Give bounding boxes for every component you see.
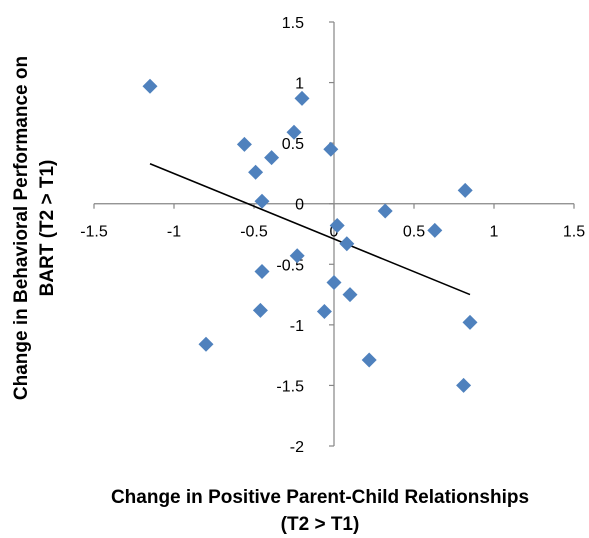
data-point-diamond bbox=[254, 193, 270, 209]
data-point-diamond bbox=[361, 352, 377, 368]
data-point-diamond bbox=[286, 124, 302, 140]
y-tick-label: -2 bbox=[290, 439, 304, 456]
y-tick-label: -1 bbox=[290, 318, 304, 335]
x-tick-label: 0.5 bbox=[403, 224, 425, 241]
x-tick-label: -1.5 bbox=[80, 224, 108, 241]
data-point-diamond bbox=[457, 182, 473, 198]
data-point-diamond bbox=[294, 90, 310, 106]
data-point-diamond bbox=[236, 136, 252, 152]
y-tick-label: 1.5 bbox=[282, 15, 304, 32]
x-tick-label: 1.5 bbox=[563, 224, 585, 241]
x-tick-label: 0 bbox=[330, 224, 339, 241]
data-point-diamond bbox=[329, 218, 345, 234]
y-tick-label: -1.5 bbox=[276, 378, 304, 395]
data-point-diamond bbox=[342, 287, 358, 303]
x-tick-label: 1 bbox=[490, 224, 499, 241]
data-point-diamond bbox=[254, 264, 270, 280]
data-point-diamond bbox=[316, 304, 332, 320]
data-point-diamond bbox=[427, 222, 443, 238]
data-point-diamond bbox=[198, 336, 214, 352]
data-point-diamond bbox=[289, 248, 305, 264]
data-point-diamond bbox=[462, 314, 478, 330]
x-tick-label: -0.5 bbox=[240, 224, 268, 241]
y-tick-label: 1 bbox=[295, 76, 304, 93]
y-axis-title-line-2: BART (T2 > T1) bbox=[37, 160, 58, 297]
x-axis-title-line-1: Change in Positive Parent-Child Relation… bbox=[111, 487, 529, 508]
x-axis-title-line-2: (T2 > T1) bbox=[281, 514, 360, 535]
data-point-diamond bbox=[326, 274, 342, 290]
y-tick-label: 0.5 bbox=[282, 136, 304, 153]
y-ticks: -2-1.5-1-0.500.511.5 bbox=[276, 15, 334, 456]
y-tick-label: 0 bbox=[295, 197, 304, 214]
linear-trendline bbox=[149, 162, 471, 296]
x-ticks: -1.5 -1 -0.5 0 0.5 1 1.5 bbox=[80, 203, 585, 241]
y-axis-title-line-1: Change in Behavioral Performance on bbox=[11, 56, 32, 400]
data-point-diamond bbox=[142, 78, 158, 94]
data-point-diamond bbox=[252, 302, 268, 318]
x-tick-label: -1 bbox=[167, 224, 181, 241]
data-point-diamond bbox=[264, 150, 280, 166]
data-points bbox=[142, 78, 478, 393]
data-point-diamond bbox=[377, 203, 393, 219]
data-point-diamond bbox=[248, 164, 264, 180]
data-point-diamond bbox=[339, 236, 355, 252]
data-point-diamond bbox=[456, 377, 472, 393]
data-point-diamond bbox=[323, 141, 339, 157]
